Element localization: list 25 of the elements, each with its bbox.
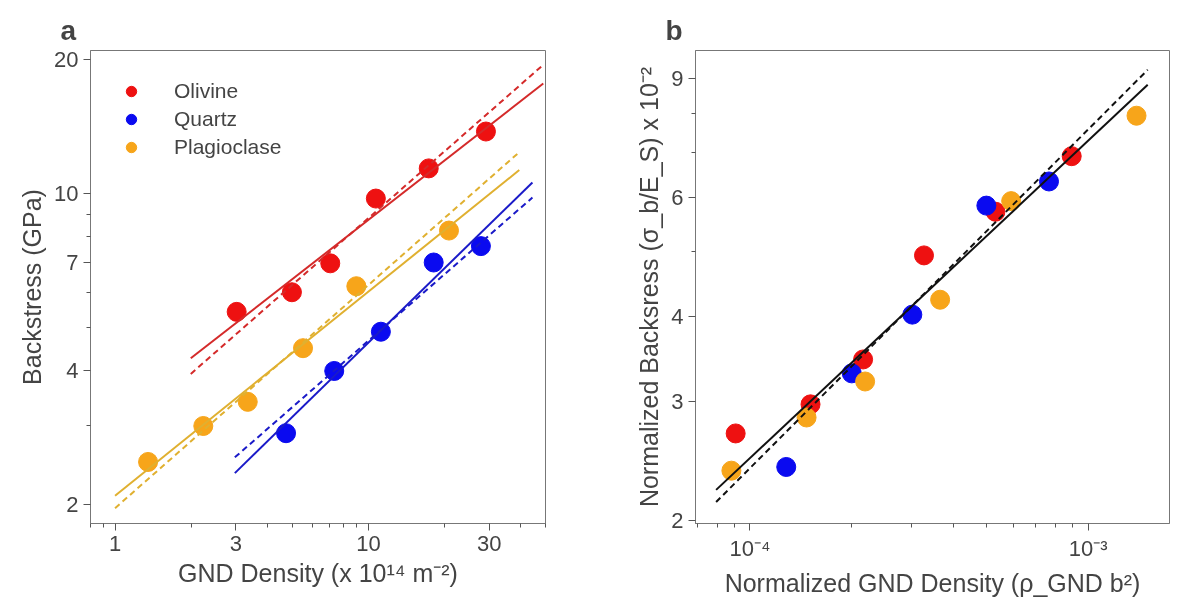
y-tick-label: 2 [671, 508, 684, 534]
chart-title: b [665, 14, 683, 46]
y-tick-label: 4 [66, 357, 79, 383]
x-axis-title: GND Density (x 10¹⁴ m⁻²) [178, 558, 458, 587]
y-axis-title: Normalized Backsress (σ_b/E_S) x 10⁻² [635, 66, 664, 508]
legend-label: Plagioclase [174, 135, 282, 159]
x-tick-label: 10 [356, 530, 381, 556]
y-tick-label: 20 [54, 47, 79, 73]
x-tick-label: 3 [229, 530, 243, 556]
x-tick-label: 1 [108, 530, 122, 556]
y-tick-label: 9 [671, 66, 684, 92]
y-axis-title: Backstress (GPa) [18, 189, 47, 385]
y-tick-label: 3 [671, 388, 684, 414]
x-tick-label: 30 [477, 530, 502, 556]
y-tick-label: 6 [671, 185, 684, 211]
legend-label: Olivine [174, 79, 239, 103]
y-tick-label: 4 [671, 304, 684, 330]
y-tick-label: 2 [66, 491, 79, 517]
chart-title: a [60, 14, 77, 46]
y-tick-label: 7 [66, 250, 79, 275]
x-tick-label: 10⁻⁴ [729, 535, 771, 561]
y-tick-label: 10 [54, 181, 79, 207]
x-axis-title: Normalized GND Density (ρ_GND b²) [724, 568, 1141, 597]
legend-label: Quartz [174, 107, 238, 131]
x-tick-label: 10⁻³ [1068, 535, 1108, 561]
